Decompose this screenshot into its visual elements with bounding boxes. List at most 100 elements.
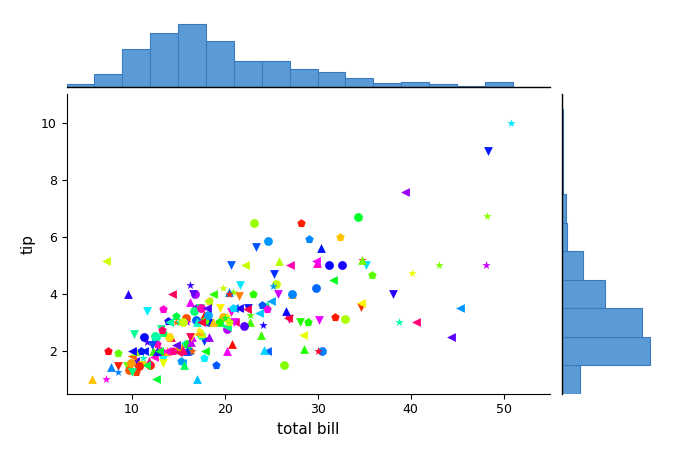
Point [329,313,340,321]
Point [132,347,143,354]
Point [355,303,366,310]
Point [223,288,235,296]
Point [316,245,327,252]
Point [261,305,272,312]
Bar [262,61,290,87]
Point [206,365,218,373]
Point [386,318,398,326]
Point [324,262,335,269]
Point [445,333,456,340]
Point [186,333,197,340]
Point [295,318,306,326]
Point [400,188,411,195]
Point [393,318,405,326]
Point [253,310,265,317]
Point [298,331,309,339]
Point [366,271,377,278]
Point [199,354,210,362]
Point [303,235,314,243]
Point [283,315,294,322]
Bar [561,222,567,251]
Point [216,318,227,326]
Bar [561,337,650,365]
Point [182,340,193,348]
Bar [561,137,563,166]
Point [133,362,144,369]
Point [338,371,349,378]
Point [223,318,235,326]
Point [387,290,398,298]
Point [176,359,188,367]
Point [112,362,123,369]
Point [100,258,111,265]
Bar [485,81,513,87]
Point [407,269,418,277]
Point [183,347,195,354]
Bar [561,365,580,394]
Point [265,297,276,304]
Point [195,304,206,312]
Point [155,326,167,333]
Point [154,347,165,354]
Point [147,347,158,354]
Point [234,293,245,300]
Point [152,341,163,348]
Point [203,318,214,326]
Point [168,347,179,354]
Point [149,361,160,369]
Point [177,347,188,354]
Point [186,339,197,346]
Point [337,262,348,269]
Bar [345,77,373,87]
Point [150,333,162,340]
Bar [150,33,178,87]
Point [203,297,214,304]
Point [228,288,239,295]
Point [199,288,211,295]
Point [191,304,202,312]
Point [146,342,158,349]
Point [166,333,177,340]
Point [132,361,144,369]
Point [286,347,297,354]
Bar [122,49,150,87]
Point [206,339,218,346]
Point [244,312,256,319]
Point [179,318,190,326]
Point [228,318,239,326]
Point [239,322,250,329]
Point [164,333,175,340]
Point [241,305,253,312]
Point [170,342,181,349]
Point [187,290,198,298]
Point [124,355,135,362]
Point [127,347,138,354]
Point [158,359,169,366]
Point [198,311,209,318]
Point [180,314,191,321]
Bar [373,83,401,87]
Bar [234,61,262,87]
Point [149,332,160,339]
Point [280,307,291,314]
Point [154,347,165,354]
Bar [561,279,605,308]
Point [287,290,298,298]
Point [361,262,372,269]
Point [279,361,290,369]
Point [316,347,328,354]
Point [158,347,169,354]
Point [154,347,165,354]
Point [482,148,493,155]
Point [105,363,116,370]
Point [186,347,197,354]
Point [204,318,216,326]
Point [203,290,214,298]
Point [224,290,235,298]
Point [284,262,295,269]
Point [207,290,218,298]
Point [100,376,111,383]
Point [125,360,136,367]
Point [199,338,210,345]
Point [157,327,168,334]
